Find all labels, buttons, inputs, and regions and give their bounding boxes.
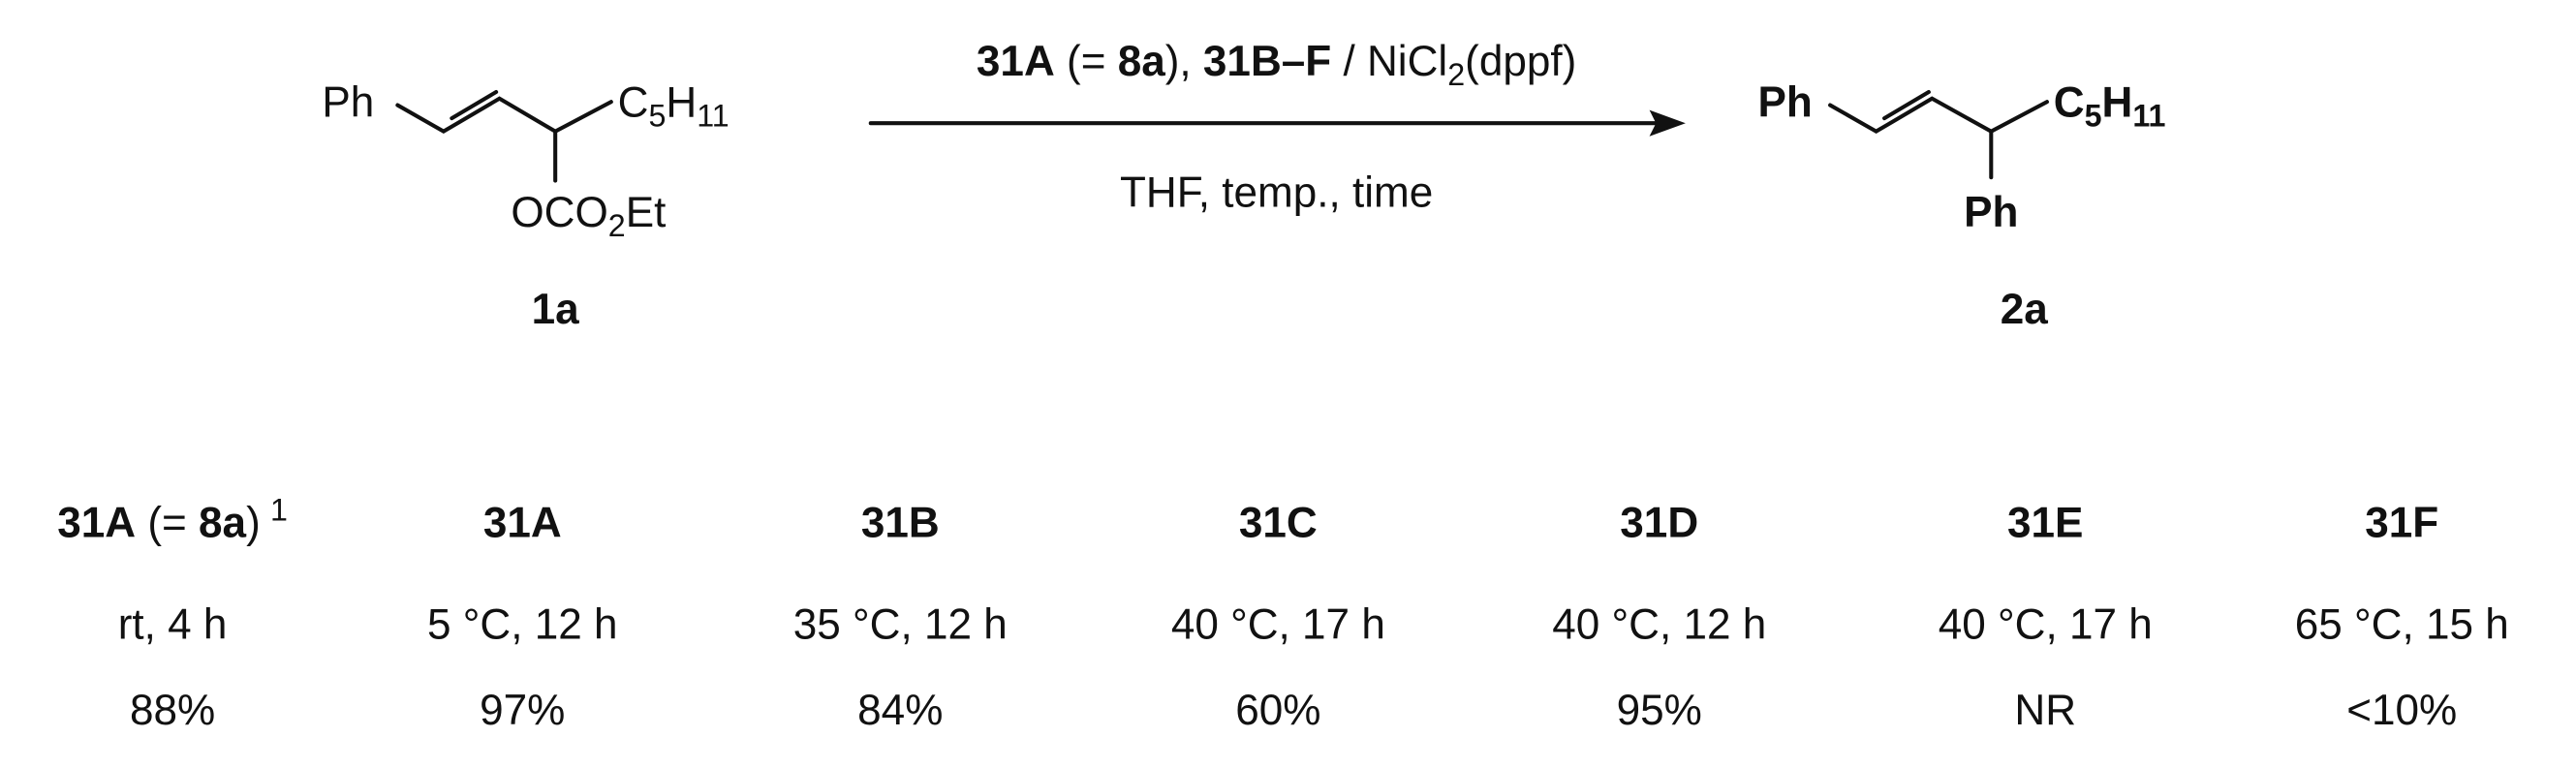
catalyst-part: ) — [246, 500, 261, 547]
catalyst-part: 31B — [861, 500, 940, 547]
catalyst: 31E — [2007, 500, 2083, 547]
reagent-part: ), — [1165, 38, 1203, 85]
compound-label: 2a — [2001, 286, 2049, 333]
reagent-part: 8a — [1118, 38, 1166, 85]
reagent-part: 31B–F — [1203, 38, 1331, 85]
yield: 97% — [480, 687, 565, 734]
reagent-part: / NiCl — [1331, 38, 1447, 85]
reaction-arrow: 31A (= 8a), 31B–F / NiCl2(dppf) THF, tem… — [868, 38, 1686, 217]
phenyl: Ph — [1757, 78, 1812, 126]
reagent-part: (dppf) — [1465, 38, 1576, 85]
conditions: 35 °C, 12 h — [793, 601, 1008, 649]
conditions: 40 °C, 12 h — [1552, 601, 1766, 649]
bonds — [1828, 96, 2049, 135]
yield: 95% — [1617, 687, 1702, 734]
chain-part: H — [2102, 78, 2133, 126]
catalyst-part: 31D — [1620, 500, 1698, 547]
chain-part: 5 — [648, 99, 666, 134]
chain-part: 11 — [697, 99, 729, 134]
phenyl: Ph — [1964, 189, 2018, 236]
reagent-part: 31A — [977, 38, 1055, 85]
catalyst: 31B — [861, 500, 940, 547]
conditions: 40 °C, 17 h — [1939, 601, 2153, 649]
catalyst: 31D — [1620, 500, 1698, 547]
catalyst-part: (= — [136, 500, 199, 547]
bonds — [395, 96, 613, 135]
yield: 84% — [857, 687, 943, 734]
ester-part: OCO — [511, 189, 607, 236]
ester-part: 2 — [608, 208, 626, 243]
catalyst-part: 8a — [199, 500, 247, 547]
catalyst: 31F — [2365, 500, 2438, 547]
chain-part: 5 — [2085, 99, 2102, 134]
double-bond — [450, 89, 499, 121]
reagent-part: 2 — [1447, 57, 1465, 92]
yield: <10% — [2346, 687, 2457, 734]
chain-part: 11 — [2132, 99, 2165, 134]
conditions: rt, 4 h — [118, 601, 228, 649]
catalyst-part: 31C — [1239, 500, 1318, 547]
compound-label: 1a — [532, 286, 580, 333]
double-bond — [1882, 89, 1931, 121]
catalyst: 31A — [483, 500, 562, 547]
arrow-head — [1649, 109, 1686, 137]
yield: NR — [2014, 687, 2076, 734]
yield: 88% — [130, 687, 215, 734]
product: Ph C5H11 Ph 2a — [1757, 78, 2165, 333]
results-table: 31A (= 8a) 1 rt, 4 h 88% 31A 5 °C, 12 h 97% 31B… — [57, 493, 2509, 734]
conditions: 65 °C, 15 h — [2295, 601, 2509, 649]
chain: C5H11 — [2054, 78, 2166, 133]
catalyst-part: 31A — [57, 500, 136, 547]
yield: 60% — [1235, 687, 1320, 734]
catalyst-part: 31E — [2007, 500, 2083, 547]
phenyl: Ph — [322, 78, 374, 126]
catalyst-part: 31A — [483, 500, 562, 547]
reagents: 31A (= 8a), 31B–F / NiCl2(dppf) — [977, 38, 1576, 92]
chain-part: C — [2054, 78, 2085, 126]
ester-part: Et — [626, 189, 667, 236]
chain: C5H11 — [618, 78, 729, 133]
reagent-part: (= — [1055, 38, 1118, 85]
catalyst: 31A (= 8a) 1 — [57, 493, 288, 547]
footnote: 1 — [270, 493, 288, 528]
catalyst: 31C — [1239, 500, 1318, 547]
catalyst-part: 31F — [2365, 500, 2438, 547]
conditions: THF, temp., time — [1120, 169, 1433, 217]
ester: OCO2Et — [511, 189, 666, 243]
conditions: 40 °C, 17 h — [1171, 601, 1385, 649]
chain-part: C — [618, 78, 649, 126]
chain-part: H — [666, 78, 697, 126]
reactant: Ph C5H11 OCO2Et 1a — [322, 78, 729, 333]
conditions: 5 °C, 12 h — [427, 601, 618, 649]
